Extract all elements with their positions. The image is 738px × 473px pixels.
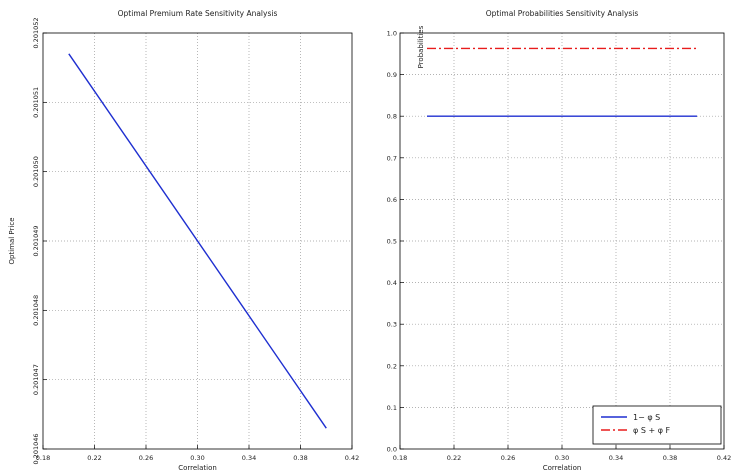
chart2-xtick-label-5: 0.38 (663, 454, 677, 462)
chart2-ytick-label-4: 0.4 (387, 279, 397, 287)
chart1-ytick-label-0: 0.201046 (32, 433, 40, 464)
chart2-xlabel: Correlation (543, 464, 582, 472)
chart1-ytick-label-5: 0.201051 (32, 87, 40, 118)
chart2-ylabel: Probabilities (417, 25, 425, 68)
chart1-ytick-label-4: 0.201050 (32, 156, 40, 187)
chart1-ylabel: Optimal Price (8, 218, 16, 265)
chart2-ytick-label-1: 0.1 (387, 404, 397, 412)
chart2-xtick-label-2: 0.26 (501, 454, 515, 462)
chart2-ytick-label-10: 1.0 (387, 30, 397, 38)
chart2-xtick-label-3: 0.30 (555, 454, 569, 462)
chart1-ytick-label-2: 0.201048 (32, 295, 40, 326)
chart1-ytick-label-3: 0.201049 (32, 225, 40, 256)
chart2-ytick-label-8: 0.8 (387, 113, 397, 121)
chart2-ytick-label-2: 0.2 (387, 362, 397, 370)
chart1-xtick-label-2: 0.26 (139, 454, 153, 462)
chart2-ytick-label-3: 0.3 (387, 321, 397, 329)
chart1-xlabel: Correlation (178, 464, 217, 472)
chart2-ytick-label-0: 0.0 (387, 446, 397, 454)
chart1-xtick-label-1: 0.22 (87, 454, 101, 462)
chart1-xtick-label-6: 0.42 (345, 454, 359, 462)
chart2-ytick-label-5: 0.5 (387, 238, 397, 246)
chart2-legend-box (592, 405, 722, 445)
chart2-ytick-label-6: 0.6 (387, 196, 397, 204)
chart2-legend-label-1: 1− φ S (633, 413, 660, 422)
chart2-xtick-label-6: 0.42 (717, 454, 731, 462)
chart2-legend-label-2: φ S + φ F (633, 426, 671, 435)
chart1-xtick-label-4: 0.34 (242, 454, 256, 462)
chart2-ytick-label-9: 0.9 (387, 71, 397, 79)
chart1-title: Optimal Premium Rate Sensitivity Analysi… (118, 9, 278, 18)
chart2-xtick-label-4: 0.34 (609, 454, 623, 462)
chart1-xtick-label-0: 0.18 (36, 454, 50, 462)
chart2-ytick-label-7: 0.7 (387, 154, 397, 162)
chart1-ytick-label-1: 0.201047 (32, 364, 40, 395)
chart2-title: Optimal Probabilities Sensitivity Analys… (486, 9, 639, 18)
chart1-ytick-label-6: 0.201052 (32, 17, 40, 48)
chart2-xtick-label-1: 0.22 (447, 454, 461, 462)
chart1-series-1-line (68, 53, 327, 429)
chart1-xtick-label-5: 0.38 (293, 454, 307, 462)
chart1-xtick-label-3: 0.30 (190, 454, 204, 462)
chart2-xtick-label-0: 0.18 (393, 454, 407, 462)
